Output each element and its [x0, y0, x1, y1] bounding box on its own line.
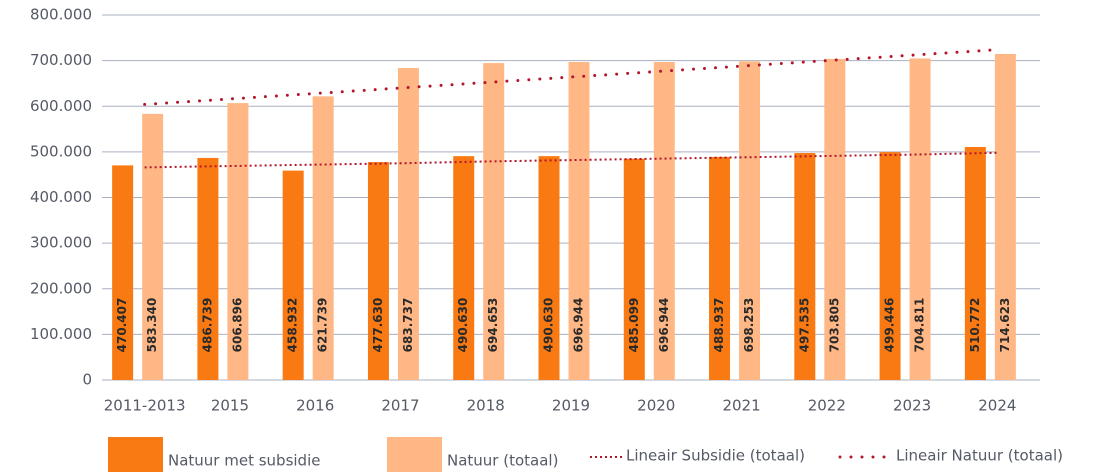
bar	[227, 103, 249, 380]
bar	[879, 152, 901, 380]
x-tick-label: 2011-2013	[104, 397, 186, 415]
legend-swatch	[387, 437, 442, 472]
y-tick-label: 0	[82, 371, 92, 389]
y-tick-label: 600.000	[30, 97, 92, 115]
bar	[112, 165, 134, 380]
legend-label: Natuur met subsidie	[168, 452, 320, 470]
x-tick-label: 2017	[381, 397, 419, 415]
legend-label: Lineair Subsidie (totaal)	[626, 447, 805, 465]
x-tick-label: 2016	[296, 397, 334, 415]
value-label: 694.653	[486, 298, 500, 353]
x-tick-label: 2020	[637, 397, 675, 415]
bar	[794, 152, 816, 380]
y-tick-label: 400.000	[30, 188, 92, 206]
bar	[453, 156, 475, 380]
bar	[739, 61, 761, 381]
y-tick-label: 700.000	[30, 51, 92, 69]
value-label: 510.772	[968, 298, 982, 353]
value-label: 470.407	[115, 298, 129, 353]
bar	[538, 156, 560, 380]
y-tick-label: 300.000	[30, 234, 92, 252]
legend-label: Lineair Natuur (totaal)	[896, 447, 1063, 465]
value-label: 703.805	[827, 298, 841, 353]
x-tick-label: 2021	[722, 397, 760, 415]
value-label: 696.944	[657, 298, 671, 353]
trend-line	[144, 151, 998, 169]
bar	[367, 162, 389, 380]
y-tick-label: 800.000	[30, 6, 92, 24]
value-label: 683.737	[401, 298, 415, 353]
y-tick-label: 100.000	[30, 325, 92, 343]
bar	[824, 58, 846, 380]
value-label: 499.446	[883, 298, 897, 353]
value-label: 583.340	[145, 298, 159, 353]
bar	[397, 68, 419, 381]
trend-line	[143, 48, 999, 106]
x-tick-label: 2018	[467, 397, 505, 415]
legend-label: Natuur (totaal)	[447, 452, 558, 470]
bar	[312, 96, 334, 381]
x-tick-label: 2023	[893, 397, 931, 415]
bar	[964, 146, 986, 380]
value-label: 490.630	[456, 298, 470, 353]
value-label: 698.253	[742, 298, 756, 353]
y-tick-label: 500.000	[30, 142, 92, 160]
bar	[483, 63, 505, 380]
bar	[994, 53, 1016, 381]
value-label: 714.623	[998, 298, 1012, 353]
bar	[282, 170, 304, 380]
value-label: 488.937	[712, 298, 726, 353]
bar	[653, 62, 675, 381]
value-label: 490.630	[542, 298, 556, 353]
bar	[709, 156, 731, 380]
value-label: 486.739	[200, 298, 214, 353]
value-label: 458.932	[286, 298, 300, 353]
value-label: 696.944	[572, 298, 586, 353]
bar	[197, 157, 219, 380]
bar	[142, 113, 164, 380]
value-label: 606.896	[230, 298, 244, 353]
value-label: 621.739	[316, 298, 330, 353]
x-tick-label: 2019	[552, 397, 590, 415]
value-label: 704.811	[913, 298, 927, 353]
bar	[909, 58, 931, 380]
x-tick-label: 2015	[211, 397, 249, 415]
value-label: 477.630	[371, 298, 385, 353]
x-tick-label: 2022	[808, 397, 846, 415]
y-tick-label: 200.000	[30, 279, 92, 297]
bar	[623, 158, 645, 380]
value-label: 497.535	[797, 298, 811, 353]
legend-swatch	[108, 437, 163, 472]
value-label: 485.099	[627, 298, 641, 353]
bar	[568, 62, 590, 381]
x-tick-label: 2024	[978, 397, 1016, 415]
